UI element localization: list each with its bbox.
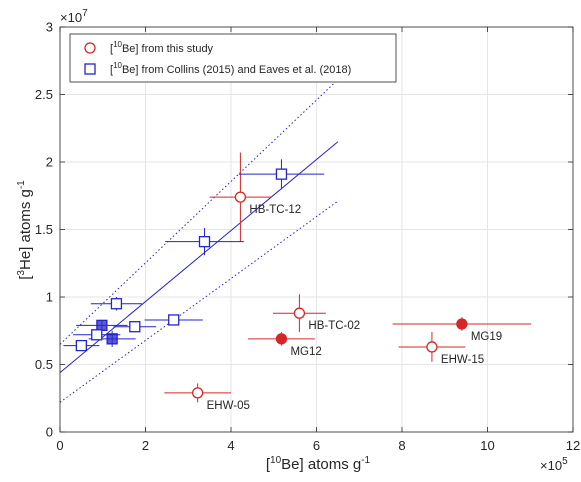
y-tick-label: 0 bbox=[46, 425, 53, 440]
legend: [10Be] from this study [10Be] from Colli… bbox=[69, 33, 397, 83]
x-tick-label: 4 bbox=[227, 438, 234, 453]
data-point-square bbox=[106, 333, 118, 345]
y-tick-label: 1.5 bbox=[35, 222, 53, 237]
axes bbox=[59, 26, 574, 433]
y-tick-label: 2 bbox=[46, 155, 53, 170]
data-point-circle bbox=[275, 333, 288, 345]
data-point-square bbox=[91, 329, 103, 341]
x-multiplier: ×105 bbox=[540, 456, 568, 473]
point-label: HB-TC-02 bbox=[308, 320, 360, 332]
point-label: MG12 bbox=[290, 346, 321, 358]
y-tick-label: 0.5 bbox=[35, 357, 53, 372]
data-point-square bbox=[198, 235, 211, 248]
x-tick-label: 6 bbox=[313, 438, 320, 453]
data-point-square bbox=[96, 319, 108, 332]
x-tick-label: 8 bbox=[398, 438, 405, 453]
data-point-circle bbox=[456, 318, 468, 330]
data-point-square bbox=[110, 298, 123, 310]
x-axis-label: [10Be] atoms g-1 bbox=[266, 455, 371, 473]
y-tick-label: 1 bbox=[46, 290, 53, 305]
y-tick-label: 3 bbox=[46, 20, 53, 35]
data-point-circle bbox=[293, 307, 306, 319]
fit-line bbox=[59, 141, 339, 373]
data-point-square bbox=[75, 339, 88, 352]
legend-box bbox=[69, 33, 397, 83]
data-point-square bbox=[275, 168, 288, 180]
data-point-square bbox=[168, 314, 180, 326]
legend-marker-circle bbox=[84, 42, 96, 54]
point-label: EHW-15 bbox=[441, 354, 484, 366]
x-tick-label: 12 bbox=[566, 438, 580, 453]
legend-marker-square bbox=[84, 63, 96, 75]
y-axis-label: [3He] atoms g-1 bbox=[16, 180, 34, 280]
data-point-square bbox=[129, 321, 141, 333]
data-point-circle bbox=[192, 387, 204, 399]
y-multiplier: ×107 bbox=[60, 8, 88, 25]
y-tick-label: 2.5 bbox=[35, 87, 53, 102]
point-labels: HB-TC-12 HB-TC-02 MG12 MG19 EHW-15 EHW-05 bbox=[207, 204, 503, 412]
point-label: MG19 bbox=[471, 331, 502, 343]
markers bbox=[75, 168, 468, 399]
data-point-circle bbox=[426, 341, 438, 353]
legend-entry-collins-eaves: [10Be] from Collins (2015) and Eaves et … bbox=[110, 61, 351, 76]
point-label: HB-TC-12 bbox=[249, 204, 301, 216]
x-tick-label: 0 bbox=[56, 438, 63, 453]
data-point-circle bbox=[234, 191, 247, 203]
confidence-bounds bbox=[59, 79, 339, 403]
fit-line-group bbox=[59, 141, 339, 373]
axes-box bbox=[59, 26, 574, 433]
x-tick-label: 2 bbox=[142, 438, 149, 453]
tick-labels: 0 2 4 6 8 10 12 0 0.5 1 1.5 2 2.5 3 bbox=[35, 20, 580, 454]
point-label: EHW-05 bbox=[207, 400, 250, 412]
legend-entry-this-study: [10Be] from this study bbox=[110, 40, 214, 55]
x-tick-label: 10 bbox=[480, 438, 494, 453]
confidence-bound-line bbox=[59, 200, 339, 403]
